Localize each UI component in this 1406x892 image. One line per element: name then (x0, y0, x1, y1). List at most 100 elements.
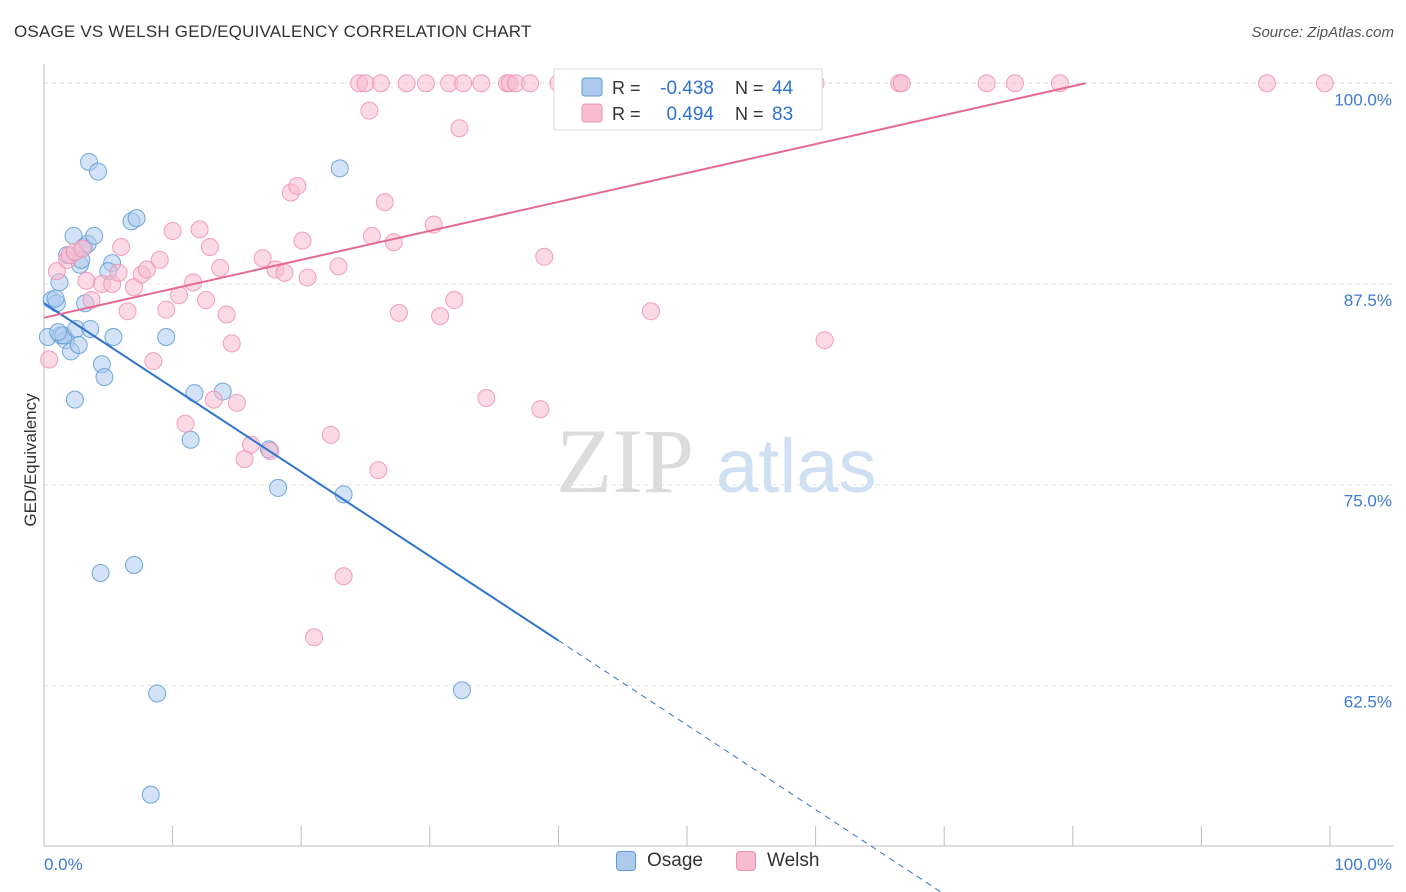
welsh-point-19 (163, 221, 182, 240)
osage-point-43 (49, 323, 68, 342)
welsh-point-73 (641, 302, 660, 321)
welsh-point-38 (288, 177, 307, 196)
welsh-point-10 (109, 263, 128, 282)
trend-lines (43, 82, 1086, 892)
welsh-point-33 (253, 249, 272, 268)
osage-point-33 (269, 478, 288, 497)
legend-welsh-label: Welsh (767, 850, 820, 871)
welsh-point-42 (321, 425, 340, 444)
osage-point-38 (148, 684, 167, 703)
y-tick-label-3: 62.5% (1344, 692, 1392, 711)
axes (43, 64, 1394, 847)
welsh-point-26 (204, 390, 223, 409)
welsh-point-39 (293, 231, 312, 250)
osage-point-19 (85, 226, 104, 245)
chart-title: OSAGE VS WELSH GED/EQUIVALENCY CORRELATI… (14, 22, 532, 41)
welsh-point-18 (157, 300, 176, 319)
osage-point-20 (89, 162, 108, 181)
welsh-point-49 (369, 461, 388, 480)
legend-item-osage: Osage (616, 850, 703, 872)
watermark-zip: ZIP (556, 410, 694, 512)
legend-osage-n: 44 (772, 78, 794, 99)
svg-text:R =: R = (612, 78, 641, 98)
welsh-point-46 (356, 74, 375, 93)
watermark-atlas: atlas (716, 424, 877, 509)
legend-top: R = -0.438 N = 44 R = 0.494 N = 83 (553, 68, 823, 131)
osage-point-37 (125, 555, 144, 574)
legend-bottom: Osage Welsh (0, 850, 1406, 880)
welsh-point-77 (892, 74, 911, 93)
welsh-point-61 (454, 74, 473, 93)
welsh-point-11 (112, 238, 131, 257)
x-tick-label-right: 100.0% (1334, 855, 1392, 874)
welsh-point-40 (298, 268, 317, 287)
welsh-point-6 (77, 271, 96, 290)
welsh-point-7 (82, 291, 101, 310)
osage-point-12 (69, 336, 88, 355)
osage-trend-line (43, 302, 559, 642)
legend-osage-r: -0.438 (660, 78, 714, 99)
welsh-point-47 (360, 101, 379, 120)
legend-item-welsh: Welsh (736, 850, 819, 872)
osage-point-22 (95, 368, 114, 387)
svg-text:N =: N = (735, 78, 764, 98)
welsh-point-62 (472, 74, 491, 93)
svg-text:N =: N = (735, 104, 764, 124)
welsh-point-51 (375, 193, 394, 212)
welsh-point-67 (521, 74, 540, 93)
osage-swatch (616, 851, 636, 871)
osage-point-39 (141, 785, 160, 804)
welsh-point-55 (416, 74, 435, 93)
welsh-point-50 (371, 74, 390, 93)
welsh-trend-line (43, 82, 1086, 319)
grid-lines (44, 82, 1394, 686)
osage-point-24 (104, 327, 123, 346)
welsh-point-82 (1315, 74, 1334, 93)
x-tick-label-left: 0.0% (44, 855, 83, 874)
osage-point-36 (91, 564, 110, 583)
y-axis-label: GED/Equivalency (21, 393, 40, 527)
welsh-point-25 (200, 238, 219, 257)
watermark: ZIP atlas (556, 410, 877, 512)
welsh-point-5 (73, 239, 92, 258)
data-points (38, 74, 1334, 804)
osage-point-34 (330, 159, 349, 178)
tick-labels: 100.0% 87.5% 75.0% 62.5% 0.0% 100.0% (44, 90, 1392, 874)
welsh-point-24 (197, 291, 216, 310)
welsh-point-54 (397, 74, 416, 93)
osage-point-40 (452, 681, 471, 700)
welsh-point-0 (40, 350, 59, 369)
osage-point-41 (46, 289, 65, 308)
welsh-point-36 (275, 263, 294, 282)
osage-point-27 (127, 209, 146, 228)
welsh-point-52 (384, 233, 403, 252)
osage-point-11 (65, 390, 84, 409)
welsh-point-69 (535, 247, 554, 266)
welsh-point-30 (227, 393, 246, 412)
welsh-point-57 (431, 307, 450, 326)
welsh-point-75 (815, 331, 834, 350)
welsh-point-29 (222, 334, 241, 353)
welsh-point-68 (531, 400, 550, 419)
welsh-point-28 (217, 305, 236, 324)
welsh-point-1 (47, 262, 66, 281)
legend-welsh-r: 0.494 (666, 104, 714, 125)
legend-welsh-swatch (581, 103, 603, 123)
osage-point-30 (181, 430, 200, 449)
welsh-point-60 (450, 119, 469, 138)
osage-point-28 (157, 327, 176, 346)
welsh-point-59 (445, 291, 464, 310)
welsh-point-21 (176, 414, 195, 433)
y-tick-label-1: 87.5% (1344, 291, 1392, 310)
welsh-point-12 (118, 302, 137, 321)
source-label: Source: ZipAtlas.com (1251, 24, 1394, 41)
legend-osage-label: Osage (647, 850, 703, 871)
y-tick-label-2: 75.0% (1344, 492, 1392, 511)
welsh-point-43 (329, 257, 348, 276)
welsh-point-81 (1257, 74, 1276, 93)
welsh-point-44 (334, 567, 353, 586)
welsh-point-53 (389, 303, 408, 322)
welsh-point-23 (190, 220, 209, 239)
welsh-point-78 (977, 74, 996, 93)
